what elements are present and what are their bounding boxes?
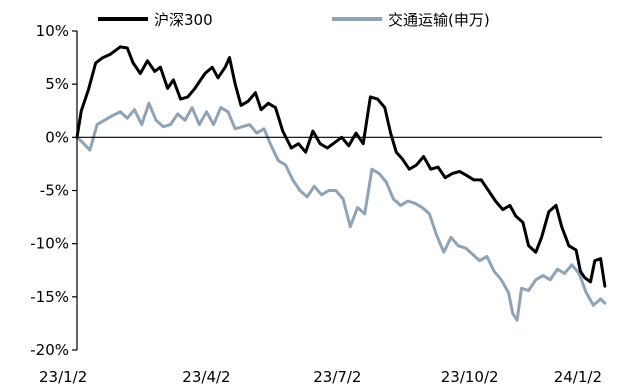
legend: 沪深300 交通运输(申万) (98, 11, 490, 29)
y-tick-label: -5% (40, 182, 69, 200)
x-tick-label: 24/1/2 (554, 368, 602, 386)
y-tick-label: 5% (45, 75, 69, 93)
legend-label-hs300: 沪深300 (154, 11, 213, 29)
series-line-hs300 (75, 45, 607, 288)
y-tick-label: 10% (36, 22, 69, 40)
legend-label-transport: 交通运输(申万) (388, 11, 490, 29)
y-axis-ticks: 10% 5% 0% -5% -10% -15% -20% (30, 22, 77, 359)
x-tick-label: 23/4/2 (182, 368, 230, 386)
plot-lines (75, 45, 607, 322)
series-line-transport (75, 101, 607, 322)
x-tick-label: 23/10/2 (441, 368, 499, 386)
y-tick-label: 0% (45, 128, 69, 146)
x-tick-label: 23/7/2 (313, 368, 361, 386)
y-tick-label: -10% (30, 235, 69, 253)
x-tick-label: 23/1/2 (39, 368, 87, 386)
y-tick-label: -15% (30, 288, 69, 306)
y-tick-label: -20% (30, 341, 69, 359)
x-axis-ticks: 23/1/2 23/4/2 23/7/2 23/10/2 24/1/2 (39, 368, 602, 386)
